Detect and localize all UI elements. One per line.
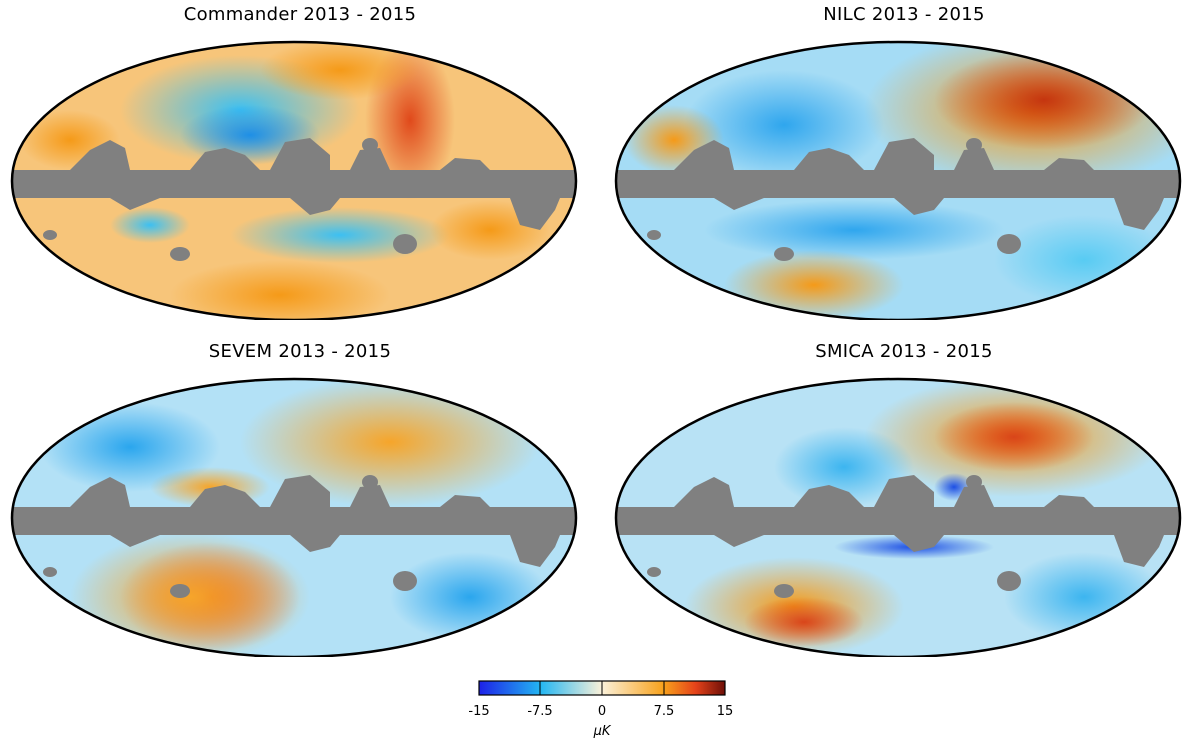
colorbar-tick-label: 7.5 [653, 704, 675, 719]
map-panel-nilc: NILC 2013 - 2015 [614, 0, 1194, 330]
map-panel-sevem: SEVEM 2013 - 2015 [10, 337, 590, 667]
colorbar-gradient [478, 680, 726, 696]
mollweide-map-commander [10, 40, 578, 320]
colorbar-tick-label: 0 [597, 704, 607, 719]
map-title: SEVEM 2013 - 2015 [208, 341, 392, 362]
map-title: NILC 2013 - 2015 [823, 4, 985, 25]
colorbar-unit-label: μK [593, 724, 611, 739]
colorbar-tick-label: -15 [468, 704, 490, 719]
mollweide-map-nilc [614, 40, 1182, 320]
colorbar-tick-label: -7.5 [527, 704, 553, 719]
map-panel-smica: SMICA 2013 - 2015 [614, 337, 1194, 667]
mollweide-map-sevem [10, 377, 578, 657]
map-title: Commander 2013 - 2015 [183, 4, 417, 25]
colorbar: -15 -7.5 0 7.5 15 μK [468, 680, 733, 742]
map-title: SMICA 2013 - 2015 [815, 341, 993, 362]
mollweide-map-smica [614, 377, 1182, 657]
colorbar-tick-label: 15 [716, 704, 734, 719]
map-panel-commander: Commander 2013 - 2015 [10, 0, 590, 330]
